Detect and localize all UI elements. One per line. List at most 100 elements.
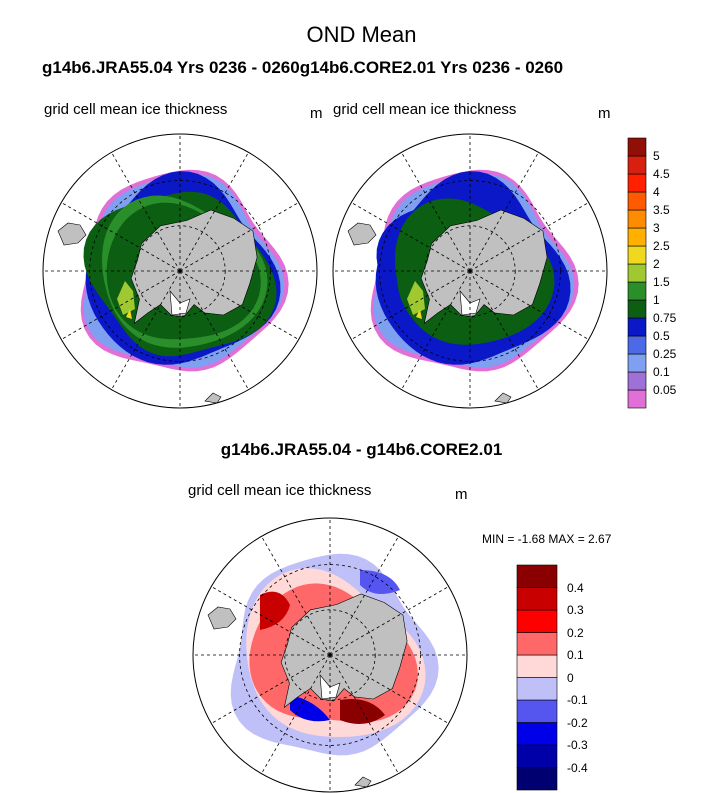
colorbar-tick-label: 0.25 [653,347,677,361]
meridian-11 [179,202,299,272]
figure-title: OND Mean [306,22,417,47]
map-panel-core2 [332,133,608,409]
diff-blue-ross [290,695,330,722]
meridian-5 [351,270,471,340]
meridian-10 [329,536,399,656]
meridian-5 [211,654,331,724]
colorbar-swatch-1 [627,371,647,391]
colorbar-swatch-5 [516,654,558,678]
meridian-5 [61,270,181,340]
australia-land [207,606,237,630]
minmax-text: MIN = -1.68 MAX = 2.67 [482,532,612,546]
meridian-4 [401,270,471,390]
map-panel-jra55 [42,133,318,409]
figure-subtitle: g14b6.JRA55.04 Yrs 0236 - 0260g14b6.CORE… [42,58,564,77]
meridian-10 [469,152,539,272]
colorbar-tick-label: 0 [567,670,574,685]
colorbar-swatch-8 [516,587,558,611]
colorbar-tick-label: 3.5 [653,203,670,217]
panel3-label: grid cell mean ice thickness [188,482,372,499]
south-america-land [354,776,372,788]
panel3-units: m [455,486,468,503]
australia-land [57,222,87,246]
colorbar-swatch-0 [627,389,647,409]
meridian-1 [469,270,589,340]
colorbar-swatch-8 [627,245,647,265]
meridian-2 [329,654,399,774]
colorbar-difference [516,564,558,791]
colorbar-thickness [627,137,647,409]
colorbar-swatch-5 [627,299,647,319]
colorbar-tick-label: 2.5 [653,239,670,253]
meridian-7 [211,586,331,656]
meridian-7 [61,202,181,272]
colorbar-tick-label: 5 [653,149,660,163]
colorbar-tick-label: 0.5 [653,329,670,343]
colorbar-tick-label: 1 [653,293,660,307]
panel1-label: grid cell mean ice thickness [44,101,228,118]
map-panel-difference [192,517,468,793]
colorbar-tick-label: 0.2 [567,625,584,640]
colorbar-tick-label: 3 [653,221,660,235]
meridian-8 [261,536,331,656]
map-boundary [42,133,318,409]
colorbar-swatch-13 [627,155,647,175]
australia-land [347,222,377,246]
colorbar-tick-label: 0.4 [567,580,584,595]
meridian-7 [351,202,471,272]
colorbar-swatch-6 [627,281,647,301]
panel2-units: m [598,105,611,122]
colorbar-swatch-6 [516,632,558,656]
colorbar-swatch-0 [516,767,558,791]
colorbar-tick-label: 0.3 [567,603,584,617]
colorbar-swatch-2 [627,353,647,373]
thick-ice-peak [126,309,132,319]
colorbar-tick-label: -0.4 [567,760,588,775]
colorbar-swatch-2 [516,722,558,746]
diff-max-west [260,591,290,630]
colorbar-swatch-3 [627,335,647,355]
latitude-circle-0 [424,225,516,317]
colorbar-swatch-10 [627,209,647,229]
diff-blue-north [360,570,400,594]
meridian-2 [469,270,539,390]
thick-ice-peak [416,309,422,319]
colorbar-tick-label: -0.2 [567,715,588,730]
meridian-10 [179,152,249,272]
colorbar-swatch-14 [627,137,647,157]
colorbar-swatch-1 [516,744,558,768]
colorbar-tick-label: 4 [653,185,660,199]
meridian-4 [261,654,331,774]
colorbar-swatch-4 [627,317,647,337]
meridian-1 [329,654,449,724]
colorbar-swatch-3 [516,699,558,723]
colorbar-swatch-4 [516,677,558,701]
latitude-circle-0 [284,609,376,701]
panel2-label: grid cell mean ice thickness [333,101,517,118]
map-boundary [192,517,468,793]
colorbar-tick-label: 0.1 [567,648,584,662]
meridian-8 [111,152,181,272]
meridian-2 [179,270,249,390]
meridian-4 [111,270,181,390]
colorbar-tick-label: 0.75 [653,311,677,325]
colorbar-tick-label: 4.5 [653,167,670,181]
colorbar-swatch-7 [516,609,558,633]
colorbar-swatch-12 [627,173,647,193]
colorbar-swatch-9 [516,564,558,588]
map-boundary [332,133,608,409]
meridian-1 [179,270,299,340]
diff-max-south [340,699,385,724]
south-america-land [204,392,222,404]
colorbar-tick-label: 1.5 [653,275,670,289]
colorbar-tick-label: 2 [653,257,660,271]
colorbar-swatch-9 [627,227,647,247]
colorbar-tick-label: -0.1 [567,693,588,707]
diff-title: g14b6.JRA55.04 - g14b6.CORE2.01 [220,440,503,459]
thick-ice-patch [117,281,135,315]
colorbar-tick-label: -0.3 [567,738,588,752]
colorbar-tick-label: 0.05 [653,383,677,397]
meridian-11 [469,202,589,272]
meridian-8 [401,152,471,272]
thick-ice-patch [407,281,425,315]
